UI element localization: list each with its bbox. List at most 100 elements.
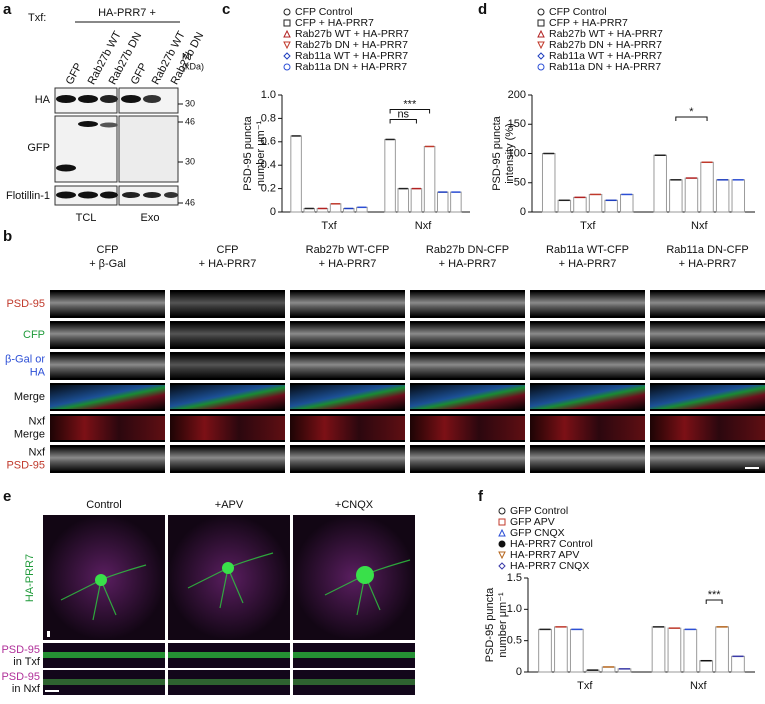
- micrograph-signal: [43, 652, 165, 658]
- micrograph-signal: [410, 385, 525, 409]
- legend-label: GFP CNQX: [510, 527, 565, 539]
- side-label: HA-PRR7: [24, 554, 36, 602]
- band: [100, 191, 118, 199]
- bar: [329, 203, 342, 213]
- micrograph-signal: [50, 323, 165, 347]
- micrograph-signal: [410, 354, 525, 378]
- y-tick-label: 0.8: [261, 112, 276, 124]
- bar: [423, 145, 436, 213]
- legend-label: Rab11a DN + HA-PRR7: [295, 61, 407, 73]
- band: [122, 192, 140, 198]
- legend-label: HA-PRR7 APV: [510, 549, 579, 561]
- fraction-label: TCL: [76, 212, 97, 224]
- micrograph-signal: [410, 416, 525, 440]
- legend-marker: [537, 29, 545, 38]
- legend-marker: [537, 63, 545, 71]
- y-axis-label: PSD-95 puncta: [491, 115, 503, 190]
- significance-label: ns: [397, 108, 409, 120]
- bar: [601, 666, 616, 673]
- bar: [669, 179, 683, 213]
- bar: [684, 177, 699, 213]
- micrograph-signal: [43, 679, 165, 685]
- y-tick-label: 1.0: [507, 603, 522, 615]
- row-label: Merge: [14, 428, 45, 440]
- column-header: Rab11a WT-CFP: [546, 244, 629, 256]
- micrograph-signal: [530, 416, 645, 440]
- band: [143, 95, 161, 103]
- micrograph-signal: [530, 323, 645, 347]
- bar: [554, 626, 568, 673]
- significance-bracket: [389, 118, 417, 124]
- construct-label: HA-PRR7 +: [98, 7, 156, 19]
- row-label: HA: [30, 366, 46, 378]
- bar: [715, 179, 730, 213]
- bar: [731, 655, 745, 673]
- panel-label: b: [3, 228, 12, 245]
- y-tick-label: 100: [508, 147, 526, 159]
- micrograph-signal: [170, 385, 285, 409]
- micrograph-signal: [650, 416, 765, 440]
- fraction-label: Exo: [141, 212, 160, 224]
- y-tick-label: 0.6: [261, 136, 276, 148]
- bar: [397, 188, 410, 213]
- band: [121, 95, 141, 103]
- mr-label: (kDa): [182, 61, 204, 71]
- bar: [410, 188, 423, 213]
- legend-marker: [498, 507, 506, 515]
- legend-label: Rab27b DN + HA-PRR7: [295, 39, 408, 51]
- legend-label: CFP Control: [549, 6, 607, 18]
- bar: [290, 135, 302, 213]
- legend-label: CFP Control: [295, 6, 353, 18]
- micrograph-signal: [410, 323, 525, 347]
- legend-label: CFP + HA-PRR7: [295, 17, 374, 29]
- legend-marker: [498, 518, 506, 526]
- micrograph-signal: [50, 354, 165, 378]
- significance-bracket: [389, 108, 431, 114]
- y-axis-label: number μm⁻¹: [255, 121, 267, 187]
- legend-label: CFP + HA-PRR7: [549, 17, 628, 29]
- mr-label: Mr: [182, 51, 193, 61]
- micrograph-signal: [530, 385, 645, 409]
- micrograph-signal: [650, 354, 765, 378]
- legend-label: HA-PRR7 CNQX: [510, 560, 589, 572]
- significance-bracket: [675, 116, 708, 121]
- legend-marker: [498, 528, 506, 537]
- x-tick-label: Nxf: [690, 680, 707, 692]
- column-header: Rab27b WT-CFP: [306, 244, 390, 256]
- bar: [557, 199, 572, 213]
- blot-row-label: GFP: [27, 142, 50, 154]
- micrograph-signal: [50, 292, 165, 316]
- soma: [95, 574, 107, 586]
- row-label: PSD-95: [1, 644, 40, 656]
- bar: [620, 193, 634, 213]
- micrograph-signal: [650, 323, 765, 347]
- legend-label: Rab11a WT + HA-PRR7: [549, 50, 662, 62]
- band: [143, 192, 161, 198]
- micrograph-signal: [650, 385, 765, 409]
- micrograph-signal: [290, 323, 405, 347]
- column-header: + HA-PRR7: [439, 258, 497, 270]
- legend-label: GFP APV: [510, 516, 555, 528]
- lane-label: GFP: [129, 61, 150, 87]
- y-tick-label: 0: [516, 666, 522, 678]
- y-tick-label: 0.2: [261, 183, 276, 195]
- micrograph-signal: [50, 447, 165, 471]
- mw-marker: 30: [185, 156, 195, 166]
- significance-bracket: [705, 599, 723, 604]
- micrograph-signal: [410, 292, 525, 316]
- bar: [436, 191, 449, 213]
- mw-marker: 46: [185, 116, 195, 126]
- band: [56, 191, 76, 199]
- y-tick-label: 50: [514, 177, 526, 189]
- column-header: CFP: [97, 244, 119, 256]
- legend-marker: [537, 8, 545, 16]
- txf-label: Txf:: [28, 12, 46, 24]
- micrograph-signal: [170, 416, 285, 440]
- soma: [222, 562, 234, 574]
- x-tick-label: Nxf: [691, 220, 708, 232]
- row-label: Nxf: [29, 415, 46, 427]
- legend-marker: [537, 41, 545, 50]
- legend-marker: [283, 29, 291, 38]
- y-tick-label: 200: [508, 89, 526, 101]
